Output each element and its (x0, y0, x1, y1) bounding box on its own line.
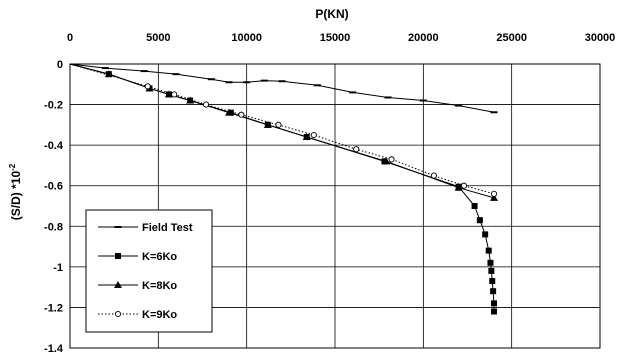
circle-marker (144, 83, 151, 90)
triangle-marker (263, 120, 272, 128)
circle-marker (171, 91, 178, 98)
triangle-marker (225, 108, 233, 116)
x-tick-label: 5000 (146, 32, 170, 44)
legend-item: Field Test (98, 222, 193, 234)
triangle-marker (490, 193, 498, 201)
y-axis-label-exponent: -2 (8, 163, 17, 171)
triangle-marker (302, 133, 311, 141)
circle-marker (460, 182, 468, 189)
y-tick-label: -0.8 (44, 221, 63, 233)
tick-labels: 0 5000 10000 15000 20000 25000 30000 0 -0.2 -0.4 -… (44, 32, 615, 354)
circle-marker (114, 310, 122, 318)
triangle-marker (382, 157, 391, 165)
triangle-marker (114, 281, 122, 288)
y-tick-label: 0 (57, 59, 63, 71)
circle-marker (388, 156, 395, 163)
x-tick-label: 10000 (231, 32, 262, 44)
series-line (69, 63, 495, 113)
series-line (69, 63, 495, 195)
circle-marker (238, 111, 245, 118)
plot-frame (69, 63, 601, 349)
y-tick-label: -0.2 (44, 100, 63, 112)
circle-marker (310, 131, 317, 139)
square-marker (471, 203, 478, 209)
circle-marker (490, 190, 498, 197)
series-group (69, 63, 498, 315)
series-line (69, 63, 495, 199)
triangle-marker (186, 96, 195, 104)
square-marker (490, 288, 497, 295)
square-marker (485, 247, 492, 254)
y-axis-label-main: (S/D) *10 (9, 171, 23, 221)
y-tick-label: -1.2 (44, 302, 63, 314)
triangle-marker (164, 90, 173, 98)
legend-item: K=6Ko (98, 251, 177, 263)
series-field-test (69, 63, 498, 114)
x-axis-label: P(KN) (315, 7, 348, 21)
x-tick-label: 0 (67, 32, 73, 44)
y-tick-label: -1 (53, 262, 63, 274)
series-k-8ko (69, 63, 498, 201)
circle-marker (275, 121, 282, 128)
triangle-marker (454, 183, 463, 191)
square-marker (491, 308, 497, 315)
square-marker (476, 217, 483, 224)
x-tick-label: 15000 (320, 32, 351, 44)
square-marker (491, 300, 497, 307)
legend-box (85, 209, 213, 333)
circle-marker (202, 101, 210, 108)
series-k-9ko (69, 63, 498, 197)
legend-label: Field Test (142, 222, 193, 234)
y-tick-label: -0.4 (44, 140, 64, 152)
x-tick-label: 20000 (408, 32, 439, 44)
circle-marker (353, 146, 360, 153)
legend-label: K=6Ko (142, 251, 177, 263)
square-marker (488, 267, 495, 274)
y-tick-label: -1.4 (44, 343, 64, 354)
legend-item: K=9Ko (98, 309, 177, 321)
legend-item: K=8Ko (98, 280, 177, 292)
y-tick-label: -0.6 (44, 181, 63, 193)
y-axis-label: (S/D) *10-2 (8, 163, 23, 220)
legend-label: K=9Ko (142, 309, 177, 321)
square-marker (115, 253, 121, 259)
square-marker (482, 231, 489, 238)
x-tick-label: 30000 (585, 32, 616, 44)
circle-marker (430, 172, 437, 179)
square-marker (489, 278, 496, 285)
legend-label: K=8Ko (142, 280, 177, 292)
legend: Field Test K=6Ko K=8Ko K=9Ko (85, 209, 213, 333)
square-marker (487, 259, 494, 266)
x-tick-label: 25000 (496, 32, 527, 44)
